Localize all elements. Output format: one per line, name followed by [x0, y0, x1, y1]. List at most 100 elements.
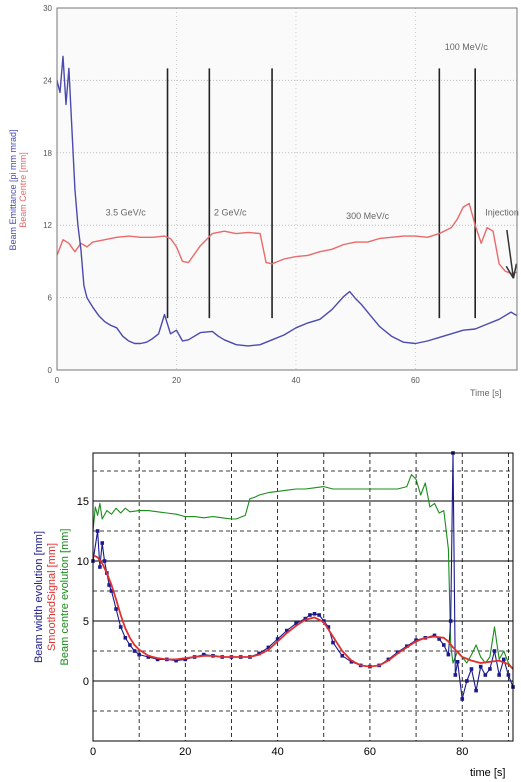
beam-width-point: [123, 636, 128, 640]
top-series: [56, 55, 518, 347]
top-x-tick-labels: 0 20 40 60: [55, 376, 421, 385]
bottom-x-tick-label: 80: [456, 746, 468, 758]
beam-width-point: [294, 621, 298, 626]
beam-width-point: [109, 589, 114, 593]
beam-width-point: [107, 583, 111, 587]
bottom-x-axis-label: time [s]: [470, 767, 505, 779]
top-annotation: 3.5 GeV/c: [106, 208, 147, 218]
beam-width-point: [317, 613, 321, 617]
beam-width-point: [448, 619, 453, 623]
beam-width-point: [201, 652, 206, 657]
top-annotation: Injection: [485, 208, 519, 218]
top-y-tick-label: 30: [43, 4, 52, 13]
bottom-series: [91, 451, 515, 701]
beam-width-point: [155, 657, 160, 662]
beam-width-point: [266, 645, 271, 650]
bottom-y-tick-label: 5: [83, 616, 89, 628]
beam-width-point: [497, 673, 501, 677]
beam-width-point: [312, 612, 317, 616]
beam-width-point: [478, 664, 483, 669]
top-annotation: 2 GeV/c: [214, 208, 247, 218]
beam-width-point: [349, 660, 354, 664]
top-y-tick-label: 12: [43, 221, 52, 230]
top-chart: 0 6 12 18 24 30 0 20 40 60 100 MeV/c 3.5 GeV/c 2 G…: [8, 4, 519, 398]
beam-width-point: [437, 637, 441, 641]
top-series-beam-emittance: [56, 55, 518, 347]
beam-width-point: [183, 657, 188, 662]
beam-width-point: [114, 607, 118, 611]
beam-width-point: [501, 657, 506, 662]
beam-width-point: [386, 657, 391, 662]
beam-width-point: [100, 541, 105, 545]
beam-width-point: [469, 667, 474, 671]
beam-width-point: [331, 640, 335, 645]
bottom-y-axis-label-2: SmoothedSignal [mm]: [46, 543, 58, 651]
bottom-y-tick-label: 0: [83, 676, 89, 688]
beam-width-point: [128, 643, 132, 647]
beam-width-point: [414, 638, 418, 642]
top-vlines: [166, 68, 476, 319]
top-x-axis-label: Time [s]: [470, 388, 502, 398]
bottom-x-tick-label: 60: [364, 746, 376, 758]
beam-width-point: [308, 613, 312, 617]
top-y-tick-label: 0: [48, 366, 53, 375]
top-x-tick-label: 60: [411, 376, 420, 385]
beam-width-point: [102, 559, 107, 563]
beam-width-point: [303, 616, 308, 621]
top-y-axis-label-2: Beam Centre [mm]: [18, 152, 28, 228]
beam-width-point: [488, 667, 492, 671]
beam-width-point: [465, 679, 469, 683]
top-plot-background: [57, 8, 517, 370]
bottom-x-tick-label: 40: [271, 746, 283, 758]
beam-width-point: [492, 649, 497, 653]
beam-width-point: [132, 649, 137, 653]
beam-width-point: [506, 673, 511, 677]
beam-width-point: [405, 644, 409, 648]
top-plot-frame: [56, 7, 518, 371]
beam-width-point: [321, 619, 326, 623]
top-y-tick-label: 18: [43, 149, 52, 158]
top-x-tick-label: 0: [55, 376, 60, 385]
bottom-x-tick-label: 20: [179, 746, 191, 758]
beam-width-point: [340, 654, 345, 658]
top-x-tick-label: 20: [172, 376, 181, 385]
bottom-y-tick-labels: 0 5 10 15: [77, 496, 89, 688]
bottom-y-axis-label-1: Beam width evolution [mm]: [33, 531, 45, 663]
beam-width-point: [257, 651, 261, 656]
beam-width-point: [460, 697, 465, 701]
bottom-y-axis-label-3: Beam centre evolution [mm]: [59, 529, 71, 666]
bottom-chart: 0 5 10 15 0 20 40 60 80 time [s] Beam width evo…: [33, 451, 515, 779]
beam-width-point: [285, 628, 289, 633]
beam-width-point: [95, 529, 100, 533]
beam-width-point: [446, 652, 451, 657]
beam-width-point: [146, 655, 151, 659]
bottom-y-tick-label: 10: [77, 556, 89, 568]
beam-width-point: [441, 643, 446, 647]
top-y-tick-labels: 0 6 12 18 24 30: [43, 4, 52, 375]
bottom-x-tick-label: 0: [90, 746, 96, 758]
top-y-tick-label: 6: [48, 294, 53, 303]
top-x-tick-label: 40: [292, 376, 301, 385]
bottom-series-smoothedsignal: [92, 554, 514, 670]
beam-width-point: [118, 625, 123, 629]
top-annotations: 100 MeV/c 3.5 GeV/c 2 GeV/c 300 MeV/c Inject…: [106, 42, 519, 279]
beam-width-point: [453, 673, 458, 677]
bottom-grid: [92, 453, 513, 741]
beam-width-point: [326, 625, 331, 629]
beam-width-point: [275, 637, 280, 641]
beam-width-point: [137, 652, 141, 657]
top-series-beam-centre: [56, 202, 518, 275]
beam-width-point: [455, 660, 460, 664]
beam-width-point: [174, 658, 178, 663]
beam-width-point: [98, 565, 102, 569]
top-annotation: 100 MeV/c: [445, 42, 489, 52]
beam-width-point: [432, 633, 437, 638]
bottom-y-tick-label: 15: [77, 496, 89, 508]
bottom-plot-frame: [92, 452, 514, 742]
top-y-axis-label-1: Beam Emittance [pi mm mrad]: [8, 129, 18, 250]
bottom-x-tick-labels: 0 20 40 60 80: [90, 746, 468, 758]
top-y-tick-label: 24: [43, 76, 52, 85]
top-annotation: 300 MeV/c: [346, 211, 390, 221]
beam-width-point: [483, 673, 488, 677]
